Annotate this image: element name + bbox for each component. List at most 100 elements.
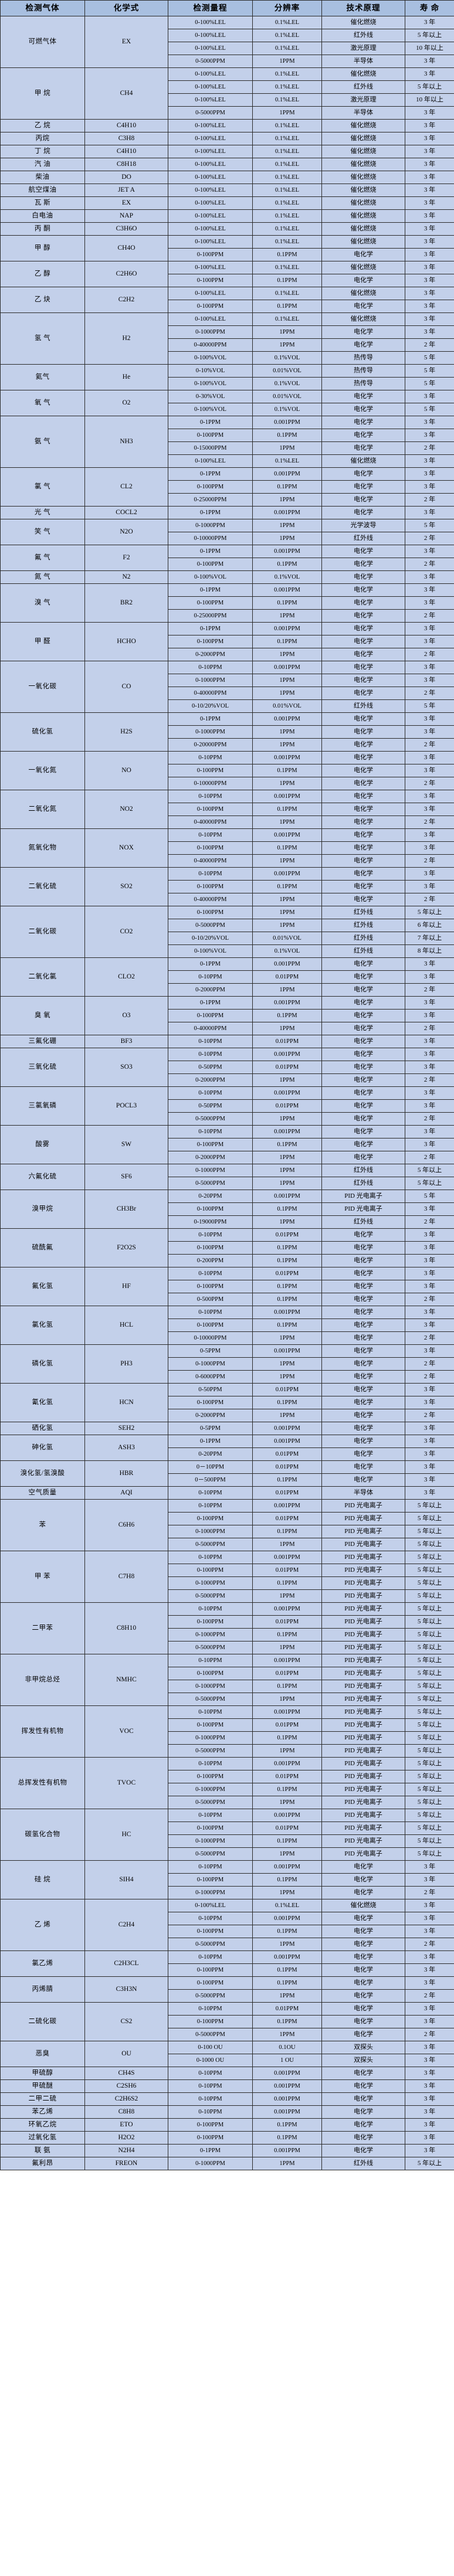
cell-resolution: 0.1PPM (252, 1009, 322, 1022)
table-row: 0-5000PPM 1PPM 半导体 3 年 (1, 55, 454, 68)
cell-detection-range: 0-100PPM (168, 1963, 253, 1977)
cell-technology: 红外线 (321, 1215, 405, 1229)
table-row: 溴化氢/氢溴酸 HBR 0－10PPM 0.01PPM 电化学 3 年 (0, 1460, 454, 1487)
table-row: 二氧化氮 NO2 0-10PPM 0.001PPM 电化学 3 年 (0, 790, 454, 829)
cell-life: 3 年 (405, 1306, 454, 1319)
cell-technology: PID 光电离子 (321, 1757, 405, 1770)
cell-detection-range: 0-100PPM (168, 1564, 253, 1577)
cell-technology: 电化学 (321, 1370, 405, 1384)
cell-gas-name: 二氧化硫 (0, 867, 85, 906)
table-row: 氰化氢 HCN 0-50PPM 0.01PPM 电化学 3 年 (0, 1383, 454, 1422)
cell-detection-range: 0-40000PPM (168, 338, 253, 352)
cell-technology: PID 光电离子 (321, 1576, 405, 1590)
cell-technology: 双探头 (321, 2054, 405, 2067)
table-row: 白电油 NAP 0-100%LEL 0.1%LEL 催化燃烧 3 年 (0, 209, 454, 223)
cell-technology: 电化学 (321, 1086, 405, 1100)
cell-resolution: 0.01PPM (252, 970, 322, 984)
cell-resolution: 0.1PPM (252, 2015, 322, 2028)
cell-resolution: 0.01PPM (252, 1512, 322, 1525)
cell-resolution: 0.1PPM (252, 1241, 322, 1255)
cell-detection-range: 0-100%LEL (168, 29, 253, 42)
cell-life: 3 年 (405, 867, 454, 881)
cell-gas-name: 一氧化碳 (0, 661, 85, 713)
cell-life: 3 年 (405, 2105, 454, 2119)
cell-resolution: 0.001PPM (252, 2144, 322, 2157)
cell-resolution: 0.1PPM (252, 429, 322, 442)
cell-resolution: 0.001PPM (252, 712, 322, 726)
cell-technology: 半导体 (321, 55, 405, 68)
cell-chemical-formula: F2 (84, 545, 168, 571)
cell-chemical-formula: C8H10 (84, 1602, 168, 1654)
cell-resolution: 1PPM (252, 1796, 322, 1809)
cell-technology: 电化学 (321, 2105, 405, 2119)
cell-detection-range: 0-100%VOL (168, 570, 253, 584)
cell-resolution: 0.1PPM (252, 1576, 322, 1590)
cell-chemical-formula: NH3 (84, 416, 168, 468)
table-row: 氦气 He 0-10%VOL 0.01%VOL 热传导 5 年 (0, 364, 454, 390)
cell-life: 3 年 (405, 970, 454, 984)
cell-resolution: 1 OU (252, 2054, 322, 2067)
cell-resolution: 0.001PPM (252, 2067, 322, 2080)
cell-gas-name: 氟利昂 (0, 2157, 85, 2170)
cell-resolution: 0.1PPM (252, 1873, 322, 1887)
cell-chemical-formula: ASH3 (84, 1435, 168, 1461)
table-row: 二甲二硫 C2H6S2 0-10PPM 0.001PPM 电化学 3 年 (0, 2092, 454, 2106)
table-row: 0-2000PPM 1PPM 电化学 2 年 (1, 1073, 454, 1087)
cell-chemical-formula: HCN (84, 1383, 168, 1422)
cell-technology: 电化学 (321, 390, 405, 403)
cell-resolution: 0.1%VOL (252, 570, 322, 584)
cell-resolution: 0.1PPM (252, 480, 322, 494)
cell-resolution: 0.1%VOL (252, 377, 322, 390)
cell-resolution: 0.01PPM (252, 1460, 322, 1474)
cell-chemical-formula: SO2 (84, 867, 168, 906)
cell-detection-range: 0-50PPM (168, 1099, 253, 1113)
cell-technology: 热传导 (321, 364, 405, 378)
table-row: 可燃气体 EX 0-100%LEL 0.1%LEL 催化燃烧 3 年 (0, 16, 454, 68)
cell-technology: 红外线 (321, 532, 405, 545)
table-row: 碳氢化合物 HC 0-10PPM 0.001PPM PID 光电离子 5 年以上 (0, 1809, 454, 1861)
cell-life: 2 年 (405, 1022, 454, 1035)
cell-chemical-formula: CLO2 (84, 957, 168, 997)
cell-technology: 电化学 (321, 1435, 405, 1448)
cell-gas-name: 笑 气 (0, 519, 85, 545)
cell-resolution: 0.001PPM (252, 416, 322, 429)
cell-technology: 电化学 (321, 583, 405, 597)
cell-technology: 电化学 (321, 338, 405, 352)
cell-detection-range: 0-10PPM (168, 2079, 253, 2093)
cell-life: 8 年以上 (405, 944, 454, 958)
cell-technology: 催化燃烧 (321, 16, 405, 29)
cell-chemical-formula: SW (84, 1125, 168, 1164)
cell-resolution: 0.1OU (252, 2041, 322, 2054)
cell-resolution: 0.001PPM (252, 1344, 322, 1358)
cell-technology: 电化学 (321, 1061, 405, 1074)
table-row: 0-100PPM 0.01PPM PID 光电离子 5 年以上 (1, 1770, 454, 1783)
cell-detection-range: 0-1000PPM (168, 1783, 253, 1796)
cell-detection-range: 0-100PPM (168, 2015, 253, 2028)
cell-resolution: 0.001PPM (252, 1125, 322, 1139)
cell-life: 2 年 (405, 815, 454, 829)
cell-chemical-formula: CH3Br (84, 1190, 168, 1229)
cell-gas-name: 溴 气 (0, 583, 85, 623)
table-row: 甲 醛 HCHO 0-1PPM 0.001PPM 电化学 3 年 (0, 622, 454, 661)
cell-life: 3 年 (405, 480, 454, 494)
cell-resolution: 0.001PPM (252, 1705, 322, 1719)
cell-technology: 电化学 (321, 983, 405, 997)
cell-life: 3 年 (405, 1035, 454, 1048)
cell-resolution: 1PPM (252, 1589, 322, 1603)
cell-life: 3 年 (405, 183, 454, 197)
cell-resolution: 0.001PPM (252, 1950, 322, 1964)
cell-technology: 光学波导 (321, 519, 405, 532)
cell-technology: PID 光电离子 (321, 1847, 405, 1861)
table-row: 0-2000PPM 1PPM 电化学 2 年 (1, 1151, 454, 1164)
cell-resolution: 0.01PPM (252, 1770, 322, 1783)
cell-resolution: 0.1%LEL (252, 145, 322, 158)
table-row: 0-1000PPM 0.1PPM PID 光电离子 5 年以上 (1, 1783, 454, 1796)
cell-chemical-formula: FREON (84, 2157, 168, 2170)
cell-detection-range: 0-100PPM (168, 1512, 253, 1525)
table-row: 氟化氢 HF 0-10PPM 0.01PPM 电化学 3 年 (0, 1267, 454, 1306)
cell-detection-range: 0-100%VOL (168, 403, 253, 416)
cell-technology: 电化学 (321, 1267, 405, 1280)
table-row: 航空煤油 JET A 0-100%LEL 0.1%LEL 催化燃烧 3 年 (0, 183, 454, 197)
cell-life: 5 年以上 (405, 1693, 454, 1706)
cell-detection-range: 0-5000PPM (168, 1112, 253, 1126)
